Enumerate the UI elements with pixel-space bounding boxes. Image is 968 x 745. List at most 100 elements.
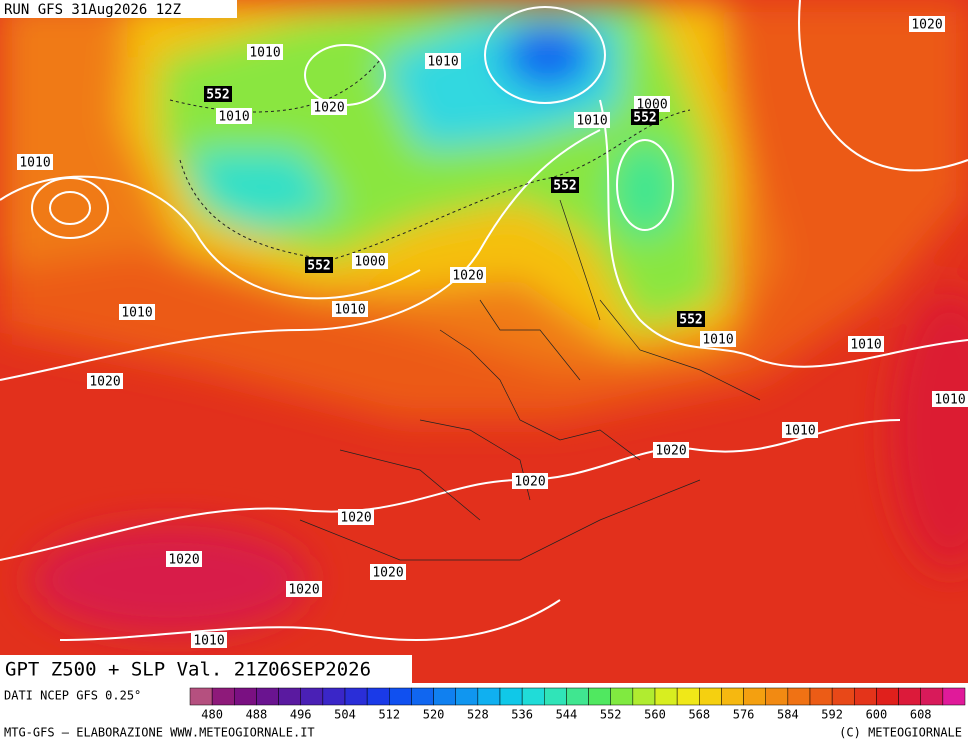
- colorbar-tick-label: 504: [334, 708, 356, 722]
- isobar-label-box: [653, 442, 689, 458]
- colorbar-cell: [743, 687, 766, 706]
- isobar-label-box: [909, 16, 945, 32]
- isobar-label: 1020: [340, 511, 371, 526]
- header-box: [0, 0, 237, 18]
- height-label-box: [631, 109, 659, 125]
- isobar-label-box: [119, 304, 155, 320]
- colorbar-cell: [278, 687, 301, 706]
- isobar-label: 1020: [452, 269, 483, 284]
- colorbar-cell: [610, 687, 634, 706]
- isobar-label: 1010: [218, 110, 249, 125]
- height-label: 552: [679, 313, 702, 328]
- height-label-box: [305, 257, 333, 273]
- colorbar-cell: [411, 687, 434, 706]
- height-label-box: [677, 311, 705, 327]
- isobar-label: 1010: [249, 46, 280, 61]
- isobar-label-box: [286, 581, 322, 597]
- colorbar-tick-label: 528: [467, 708, 489, 722]
- colorbar-cell: [654, 687, 678, 706]
- isobar-label-box: [216, 108, 252, 124]
- height-label: 552: [633, 111, 656, 126]
- colorbar-cell: [499, 687, 523, 706]
- colorbar-cell: [433, 687, 456, 706]
- isobar-label-box: [782, 422, 818, 438]
- isobar-label: 1020: [911, 18, 942, 33]
- colorbar-cell: [831, 687, 855, 706]
- colorbar-cell: [854, 687, 877, 706]
- colorbar-tick-label: 544: [556, 708, 578, 722]
- colorbar-tick-label: 488: [246, 708, 268, 722]
- colorbar-cell: [676, 687, 700, 706]
- isobar-label: 1010: [193, 634, 224, 649]
- colorbar-cell: [300, 687, 324, 706]
- colorbar-cell: [809, 687, 833, 706]
- colorbar-cell: [787, 687, 811, 706]
- height-label-box: [204, 86, 232, 102]
- isobar-label-box: [352, 253, 388, 269]
- colorbar-cell: [699, 687, 722, 706]
- colorbar-cell: [765, 687, 789, 706]
- colorbar-tick-label: 520: [423, 708, 445, 722]
- isobar-label: 1020: [313, 101, 344, 116]
- isobar-label-box: [332, 301, 368, 317]
- colorbar-cell: [588, 687, 611, 706]
- isobar-label-box: [848, 336, 884, 352]
- isobar-label-box: [634, 96, 670, 112]
- run-label: RUN GFS 31Aug2026 12Z: [4, 2, 181, 18]
- colorbar-tick-label: 608: [910, 708, 932, 722]
- colorbar-cell: [876, 687, 899, 706]
- colorbar-cell: [920, 687, 944, 706]
- footer-left: MTG-GFS – ELABORAZIONE WWW.METEOGIORNALE…: [4, 726, 315, 740]
- isobar-label: 1010: [19, 156, 50, 171]
- isobar-label-box: [574, 112, 610, 128]
- colorbar-cell: [942, 687, 966, 706]
- isobar-label: 1010: [934, 393, 965, 408]
- field: [0, 0, 968, 683]
- colorbar-cell: [389, 687, 412, 706]
- isobar-label-box: [311, 99, 347, 115]
- colorbar-tick-label: 560: [644, 708, 666, 722]
- colorbar-cell: [721, 687, 744, 706]
- height-label-box: [551, 177, 579, 193]
- colorbar-cell: [544, 687, 567, 706]
- colorbar-tick-label: 512: [378, 708, 400, 722]
- colorbar-tick-label: 552: [600, 708, 622, 722]
- height-label: 552: [553, 179, 576, 194]
- isobar-label: 1020: [655, 444, 686, 459]
- isobar-label-box: [425, 53, 461, 69]
- isobar-label: 1020: [89, 375, 120, 390]
- colorbar-cell: [234, 687, 257, 706]
- isobar-label: 1000: [636, 98, 667, 113]
- isobar-label: 1020: [514, 475, 545, 490]
- isobar-label: 1000: [354, 255, 385, 270]
- isobar-label: 1010: [576, 114, 607, 129]
- colorbar-cell: [455, 687, 479, 706]
- isobar-label-box: [17, 154, 53, 170]
- colorbar-cell: [256, 687, 279, 706]
- colorbar-tick-label: 480: [201, 708, 223, 722]
- colorbar-tick-label: 584: [777, 708, 799, 722]
- colorbar-cell: [344, 687, 368, 706]
- colorbar-cell: [898, 687, 921, 706]
- colorbar-cell: [211, 687, 235, 706]
- colorbar-cell: [366, 687, 390, 706]
- height-label: 552: [307, 259, 330, 274]
- footer-right: (C) METEOGIORNALE: [839, 726, 962, 740]
- isobar-label-box: [247, 44, 283, 60]
- colorbar-tick-label: 496: [290, 708, 312, 722]
- isobar-label-box: [450, 267, 486, 283]
- isobar-label: 1010: [334, 303, 365, 318]
- isobar-label-box: [700, 331, 736, 347]
- isobar-label-box: [370, 564, 406, 580]
- title-box: [0, 655, 412, 683]
- colorbar-cell: [477, 687, 501, 706]
- colorbar-tick-label: 536: [511, 708, 533, 722]
- colorbar-cell: [566, 687, 589, 706]
- isobar-label: 1020: [288, 583, 319, 598]
- isobar-label: 1010: [702, 333, 733, 348]
- colorbar-cell: [521, 687, 545, 706]
- colorbar-tick-label: 592: [821, 708, 843, 722]
- height-label: 552: [206, 88, 229, 103]
- isobar-label-box: [191, 632, 227, 648]
